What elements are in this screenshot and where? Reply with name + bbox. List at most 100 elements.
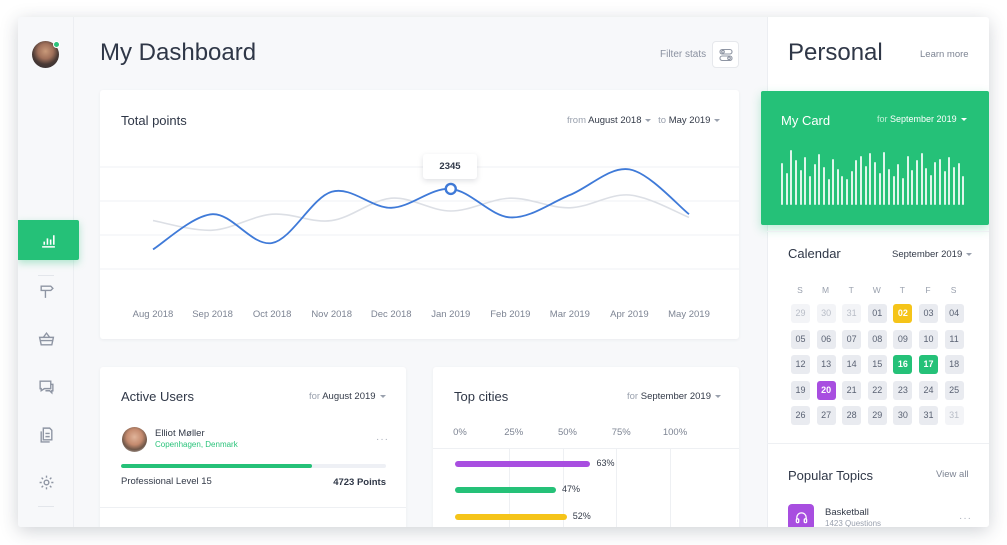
calendar-day[interactable]: 01 bbox=[867, 304, 887, 323]
calendar-day[interactable]: 18 bbox=[944, 355, 964, 374]
card-activity-bar bbox=[892, 176, 895, 205]
calendar-day[interactable]: 31 bbox=[919, 406, 938, 425]
chevron-down-icon bbox=[714, 118, 721, 122]
topic-item-icon bbox=[788, 504, 814, 527]
calendar-day[interactable]: 30 bbox=[893, 406, 913, 425]
calendar-day[interactable]: 28 bbox=[842, 406, 862, 425]
calendar-day[interactable]: 03 bbox=[919, 304, 938, 323]
nav-documents[interactable] bbox=[18, 414, 74, 454]
chevron-down-icon bbox=[960, 118, 967, 122]
calendar-day[interactable]: 10 bbox=[919, 329, 938, 349]
my-card-period[interactable]: for September 2019 bbox=[877, 114, 967, 124]
card-activity-bar bbox=[794, 159, 797, 205]
to-dropdown[interactable]: May 2019 bbox=[668, 115, 711, 126]
topic-name[interactable]: Basketball bbox=[825, 507, 869, 518]
calendar-day[interactable]: 21 bbox=[842, 380, 862, 400]
filter-stats-label: Filter stats bbox=[660, 49, 707, 60]
calendar-day[interactable]: 07 bbox=[842, 329, 862, 349]
axis-divider bbox=[433, 448, 739, 449]
calendar-day[interactable]: 15 bbox=[867, 355, 887, 374]
top-cities-period[interactable]: for September 2019 bbox=[627, 391, 721, 402]
highlight-point[interactable] bbox=[444, 182, 457, 196]
calendar-day[interactable]: 25 bbox=[944, 380, 964, 400]
card-activity-bar bbox=[808, 176, 811, 205]
card-activity-bar bbox=[887, 169, 890, 205]
calendar-day[interactable]: 31 bbox=[944, 406, 964, 425]
personal-title: Personal bbox=[788, 39, 883, 66]
x-tick-label: May 2019 bbox=[668, 309, 710, 320]
calendar-day[interactable]: 19 bbox=[791, 380, 810, 400]
card-activity-bar bbox=[874, 162, 876, 205]
calendar-day[interactable]: 29 bbox=[867, 406, 887, 425]
calendar-day[interactable]: 24 bbox=[919, 380, 938, 400]
calendar-day[interactable]: 31 bbox=[842, 304, 862, 323]
level-progress-fill bbox=[121, 464, 312, 468]
city-bar bbox=[455, 487, 557, 493]
popular-topics-title: Popular Topics bbox=[788, 468, 874, 483]
user-more-button[interactable]: ··· bbox=[376, 434, 389, 445]
card-activity-bar bbox=[846, 179, 849, 205]
city-bar-label: 47% bbox=[562, 484, 581, 494]
chat-icon bbox=[38, 379, 54, 395]
card-activity-bar bbox=[841, 176, 844, 205]
top-cities-card bbox=[433, 367, 739, 527]
calendar-month-dropdown[interactable]: September 2019 bbox=[892, 249, 973, 260]
user-avatar bbox=[122, 427, 147, 452]
online-status-dot bbox=[53, 41, 60, 48]
user-location: Copenhagen, Denmark bbox=[155, 440, 238, 449]
calendar-day[interactable]: 30 bbox=[816, 304, 836, 323]
view-all-link[interactable]: View all bbox=[936, 469, 969, 480]
period-value: September 2019 bbox=[640, 391, 711, 402]
percent-tick-label: 50% bbox=[557, 427, 578, 438]
calendar-day[interactable]: 17 bbox=[919, 355, 938, 374]
calendar-day[interactable]: 26 bbox=[791, 406, 810, 425]
calendar-day[interactable]: 27 bbox=[816, 406, 836, 425]
rail-divider bbox=[38, 506, 54, 507]
calendar-day[interactable]: 08 bbox=[867, 329, 887, 349]
level-label: Professional Level 15 bbox=[121, 476, 212, 487]
calendar-day[interactable]: 06 bbox=[816, 329, 836, 349]
calendar-day[interactable]: 05 bbox=[791, 329, 810, 349]
calendar-day[interactable]: 11 bbox=[944, 329, 964, 349]
card-activity-bar bbox=[911, 170, 914, 205]
top-cities-title: Top cities bbox=[454, 389, 509, 404]
percent-tick-label: 0% bbox=[453, 427, 467, 438]
filter-stats-button[interactable] bbox=[712, 41, 739, 68]
calendar-day[interactable]: 02 bbox=[893, 304, 913, 323]
x-tick-label: Dec 2018 bbox=[370, 309, 412, 320]
nav-shop[interactable] bbox=[18, 319, 74, 359]
signpost-icon bbox=[39, 284, 54, 298]
calendar-day[interactable]: 22 bbox=[867, 380, 887, 400]
section-divider bbox=[767, 231, 989, 232]
nav-statistics[interactable] bbox=[18, 220, 79, 260]
calendar-day[interactable]: 23 bbox=[893, 380, 913, 400]
x-tick-label: Apr 2019 bbox=[610, 309, 649, 320]
nav-messages[interactable] bbox=[18, 366, 74, 406]
day-of-week-label: W bbox=[872, 285, 881, 295]
chevron-down-icon bbox=[966, 252, 973, 256]
card-activity-bar bbox=[804, 157, 807, 205]
basket-icon bbox=[38, 331, 54, 346]
card-activity-bar bbox=[939, 158, 942, 205]
learn-more-link[interactable]: Learn more bbox=[920, 49, 969, 60]
nav-settings[interactable] bbox=[18, 462, 74, 502]
calendar-day[interactable]: 09 bbox=[893, 329, 913, 349]
active-users-period[interactable]: for August 2019 bbox=[309, 391, 386, 402]
calendar-day[interactable]: 04 bbox=[944, 304, 964, 323]
card-activity-bar bbox=[827, 178, 830, 205]
from-dropdown[interactable]: August 2018 bbox=[588, 115, 642, 126]
day-of-week-label: S bbox=[950, 285, 957, 295]
rail-divider bbox=[38, 275, 54, 276]
calendar-day[interactable]: 16 bbox=[893, 355, 913, 374]
calendar-day[interactable]: 14 bbox=[842, 355, 862, 374]
calendar-day[interactable]: 12 bbox=[791, 355, 810, 374]
topic-more-button[interactable]: ··· bbox=[959, 513, 972, 524]
calendar-day[interactable]: 29 bbox=[791, 304, 810, 323]
calendar-day[interactable]: 13 bbox=[816, 355, 836, 374]
nav-signpost[interactable] bbox=[18, 271, 74, 311]
period-value: August 2019 bbox=[322, 391, 376, 402]
card-activity-bar bbox=[832, 158, 835, 205]
card-activity-bar bbox=[953, 166, 956, 205]
calendar-day[interactable]: 20 bbox=[816, 380, 836, 400]
filter-toggle-icon bbox=[718, 48, 733, 61]
